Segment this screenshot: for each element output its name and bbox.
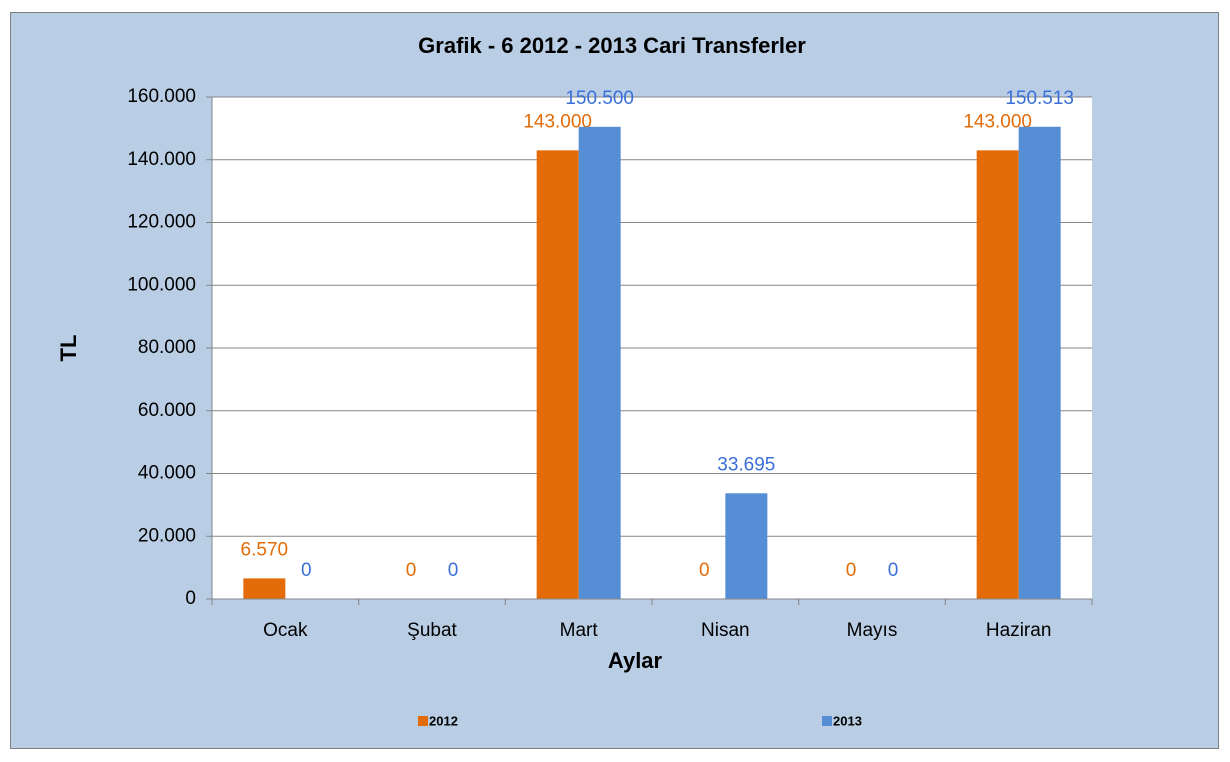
data-label: 0	[699, 560, 710, 581]
data-label: 0	[448, 560, 459, 581]
data-label: 0	[301, 560, 312, 581]
y-tick-label: 40.000	[138, 463, 196, 484]
data-label: 0	[888, 560, 899, 581]
data-label: 150.500	[565, 88, 634, 109]
bar	[1018, 126, 1061, 599]
x-tick-label: Şubat	[407, 620, 457, 641]
y-tick-label: 100.000	[127, 274, 196, 295]
y-tick-label: 140.000	[127, 149, 196, 170]
y-axis-label: TL	[56, 335, 81, 362]
y-tick-label: 0	[185, 588, 196, 609]
data-label: 33.695	[717, 454, 775, 475]
data-label: 0	[406, 560, 417, 581]
y-tick-label: 20.000	[138, 525, 196, 546]
legend-swatch	[822, 716, 832, 726]
legend-swatch	[418, 716, 428, 726]
x-axis-label: Aylar	[608, 648, 663, 673]
legend-label: 2013	[833, 713, 862, 728]
y-tick-label: 80.000	[138, 337, 196, 358]
data-label: 143.000	[963, 111, 1032, 132]
data-label: 0	[846, 560, 857, 581]
chart-title: Grafik - 6 2012 - 2013 Cari Transferler	[418, 33, 806, 58]
y-tick-label: 60.000	[138, 400, 196, 421]
data-label: 143.000	[523, 111, 592, 132]
y-tick-label: 120.000	[127, 212, 196, 233]
bar	[243, 578, 286, 599]
bar	[578, 126, 621, 600]
x-tick-label: Nisan	[701, 620, 750, 641]
bar	[536, 150, 579, 599]
bar	[725, 493, 768, 599]
x-tick-label: Ocak	[263, 620, 308, 641]
bar	[976, 150, 1019, 599]
x-tick-label: Haziran	[986, 620, 1051, 641]
x-tick-label: Mayıs	[847, 620, 898, 641]
data-label: 6.570	[241, 539, 289, 560]
data-label: 150.513	[1005, 88, 1074, 109]
legend-label: 2012	[429, 713, 458, 728]
x-tick-label: Mart	[560, 620, 599, 641]
y-tick-label: 160.000	[127, 86, 196, 107]
